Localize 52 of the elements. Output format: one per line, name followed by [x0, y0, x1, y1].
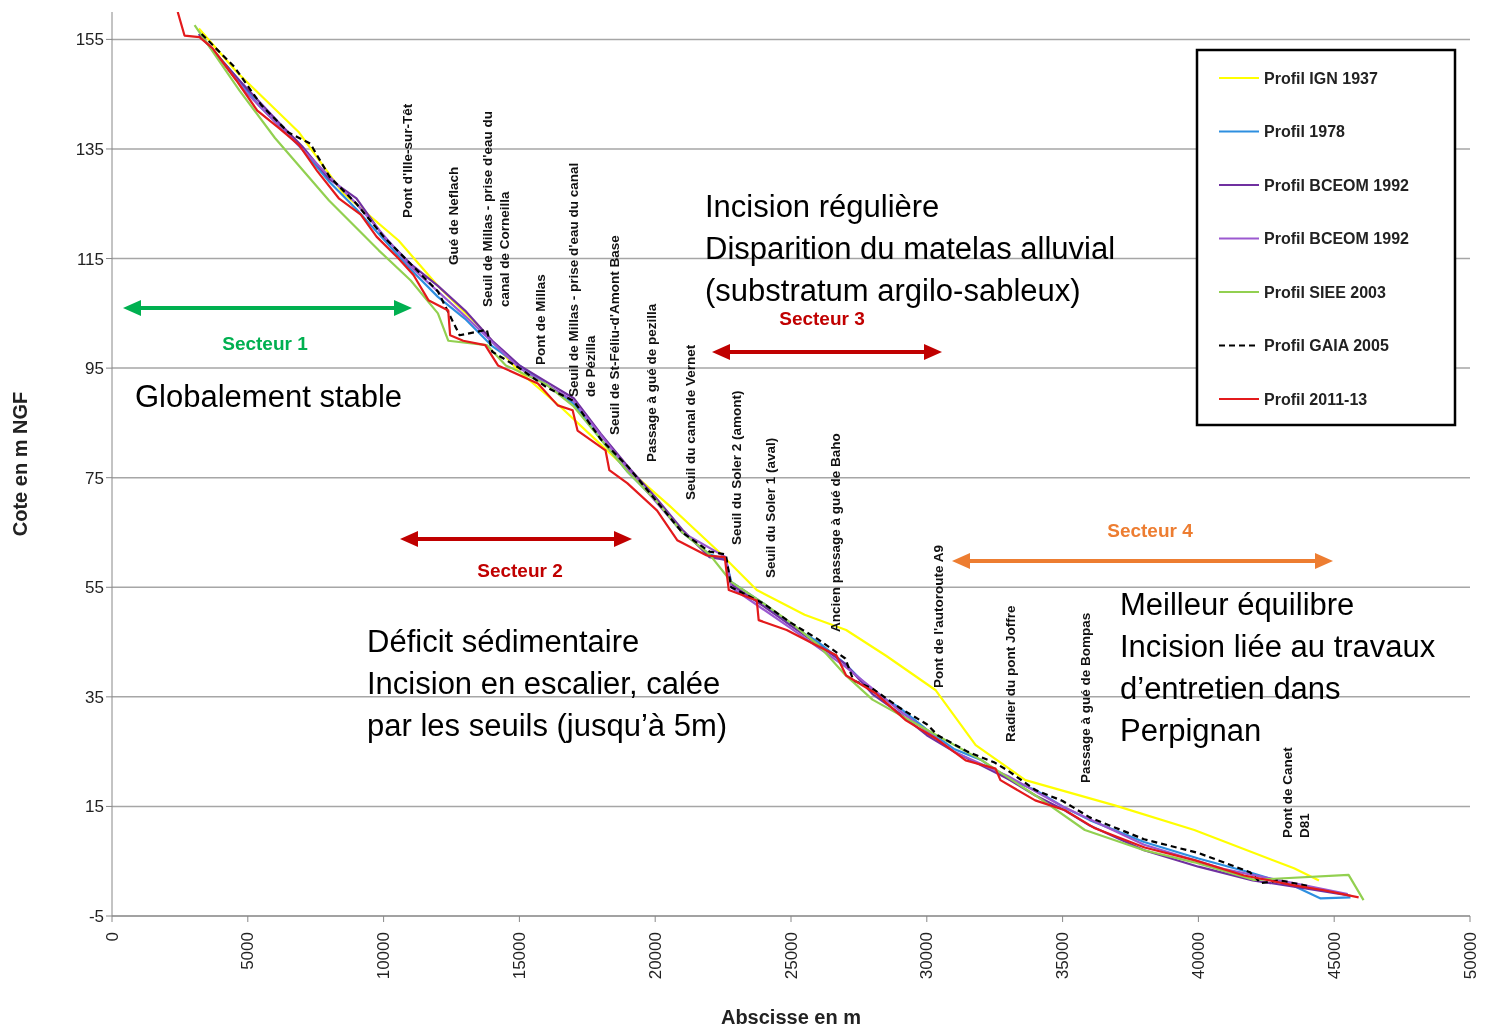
x-tick-label: 40000	[1188, 932, 1208, 980]
annotation: Pont de Canet D81	[1279, 746, 1312, 838]
legend-label: Profil IGN 1937	[1264, 69, 1378, 87]
annotation: Pont d'Ille-sur-Têt	[399, 103, 415, 218]
annotation: Globalement stable	[135, 379, 403, 414]
annotation: Incision régulière Disparition du matelas alluvial (substratum argilo-sableux)	[705, 189, 1116, 308]
y-tick-label: 35	[85, 687, 104, 707]
legend-label: Profil 1978	[1264, 123, 1346, 140]
legend-label: Profil SIEE 2003	[1264, 283, 1386, 301]
x-tick-label: 20000	[645, 932, 665, 980]
y-tick-label: 55	[85, 578, 104, 598]
annotation: Déficit sédimentaire Incision en escalier, calée par les seuils (jusqu’à 5m)	[367, 624, 728, 743]
x-tick-label: 15000	[509, 932, 529, 980]
annotation: Secteur 4	[1107, 519, 1194, 541]
x-tick-label: 5000	[238, 932, 258, 970]
annotation: Seuil du Soler 2 (amont)	[728, 390, 744, 545]
y-tick-label: 95	[85, 359, 104, 379]
x-tick-label: 25000	[781, 932, 801, 980]
annotation: Seuil du Soler 1 (aval)	[762, 437, 778, 578]
annotation: Seuil de Millas - prise d'eau du canal de Corneilla	[479, 110, 512, 307]
legend-label: Profil BCEOM 1992	[1264, 176, 1410, 194]
y-tick-label: 15	[85, 797, 104, 817]
annotation: Seuil de St-Féliu-d'Amont Base	[606, 234, 622, 435]
y-tick-label: 75	[85, 468, 104, 488]
x-tick-label: 10000	[374, 932, 394, 980]
annotation: Meilleur équilibre Incision liée au travaux d’entretien dans Perpignan	[1120, 587, 1436, 748]
x-tick-label: 30000	[917, 932, 937, 980]
annotation: Gué de Neflach	[445, 166, 461, 265]
annotation: Ancien passage à gué de Baho	[827, 433, 843, 632]
annotation: Secteur 2	[477, 559, 563, 581]
legend-label: Profil 2011-13	[1264, 390, 1368, 408]
legend-label: Profil GAIA 2005	[1264, 337, 1389, 354]
x-tick-label: 0	[102, 932, 122, 942]
y-axis-title: Cote en m NGF	[9, 391, 32, 537]
y-tick-label: 115	[76, 249, 104, 269]
annotation: Seuil de Millas - prise d'eau du canal de Pézilla	[565, 162, 598, 397]
x-tick-label: 50000	[1460, 932, 1480, 980]
x-tick-label: 35000	[1053, 932, 1073, 980]
annotation: Passage à gué de pezilla	[643, 303, 659, 462]
annotation: Pont de l'autoroute A9	[930, 545, 946, 688]
annotation: Seuil du canal de Vernet	[682, 344, 698, 500]
annotation: Radier du pont Joffre	[1002, 605, 1018, 742]
x-tick-label: 45000	[1324, 932, 1344, 980]
legend-label: Profil BCEOM 1992	[1264, 230, 1410, 247]
annotation: Pont de Millas	[532, 274, 548, 365]
x-axis-title: Abscisse en m	[720, 1006, 862, 1028]
annotation: Passage à gué de Bompas	[1077, 612, 1093, 783]
annotation: Secteur 3	[779, 307, 865, 329]
y-tick-label: 155	[75, 30, 104, 50]
annotation: Secteur 1	[222, 332, 309, 354]
y-tick-label: 135	[75, 140, 104, 159]
y-tick-label: -5	[88, 907, 104, 927]
